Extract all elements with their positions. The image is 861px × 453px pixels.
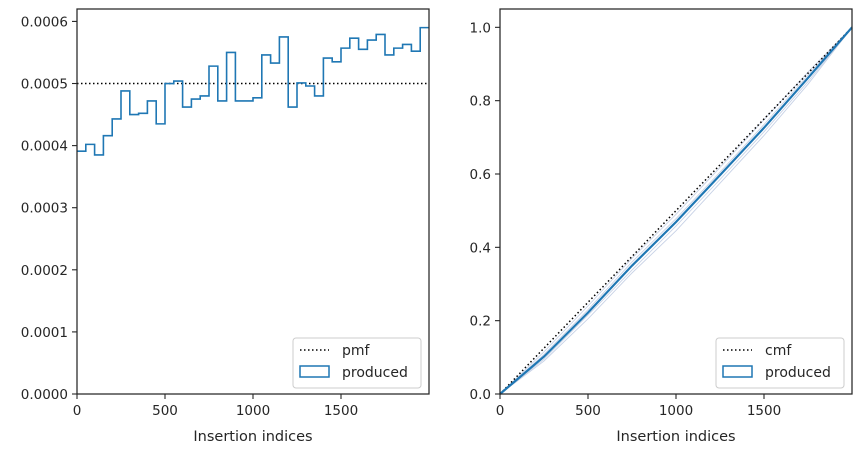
cmf-legend-produced-marker [722,365,753,378]
y-tick-label: 0.4 [470,240,491,256]
y-tick-label: 0.0006 [21,14,68,30]
cmf-axes-frame [499,8,853,395]
pmf-x-axis-label: Insertion indices [193,429,312,445]
x-tick-label: 1500 [324,403,358,419]
y-tick-label: 0.0002 [21,263,68,279]
cmf-legend: cmf produced [715,337,845,389]
y-tick-label: 0.0000 [21,387,68,403]
cmf-reference-line [499,26,853,395]
y-tick-label: 0.0003 [21,201,68,217]
y-tick-label: 0.0005 [21,77,68,93]
x-tick-label: 0 [496,403,505,419]
y-tick-label: 0.8 [470,94,491,110]
cmf-plot-area [499,26,853,395]
produced-step-line [77,26,429,156]
sample-band-line [499,27,853,395]
pmf-axes-frame [76,8,430,395]
pmf-legend-pmf-label: pmf [342,343,371,359]
y-tick-label: 0.0001 [21,325,68,341]
pmf-plot-area [77,26,429,156]
x-tick-label: 1500 [747,403,781,419]
y-tick-label: 0.6 [470,167,491,183]
x-tick-label: 1000 [659,403,693,419]
sample-band-line [499,27,853,395]
pmf-legend: pmf produced [292,337,422,389]
produced-cumulative-line [499,26,853,395]
cmf-panel: 0 500 1000 1500 0.0 0.2 0.4 0.6 0.8 1.0 Insertion… [470,8,853,445]
x-tick-label: 500 [152,403,178,419]
y-tick-label: 0.0004 [21,139,68,155]
pmf-panel: 0 500 1000 1500 0.0000 0.0001 0.0002 0.0003 0.00… [21,8,430,445]
x-tick-label: 1000 [236,403,270,419]
x-tick-label: 0 [73,403,82,419]
pmf-legend-produced-label: produced [342,365,408,381]
cmf-x-axis-label: Insertion indices [616,429,735,445]
sample-band-line [499,27,853,395]
cmf-legend-cmf-label: cmf [765,343,792,359]
y-tick-label: 0.0 [470,387,491,403]
cmf-ticks: 0 500 1000 1500 0.0 0.2 0.4 0.6 0.8 1.0 [470,20,782,419]
x-tick-label: 500 [575,403,601,419]
cmf-legend-produced-label: produced [765,365,831,381]
pmf-legend-produced-marker [299,365,330,378]
pmf-ticks: 0 500 1000 1500 0.0000 0.0001 0.0002 0.0003 0.00… [21,14,358,419]
y-tick-label: 0.2 [470,314,491,330]
y-tick-label: 1.0 [470,20,491,36]
sample-band-line [499,27,853,395]
